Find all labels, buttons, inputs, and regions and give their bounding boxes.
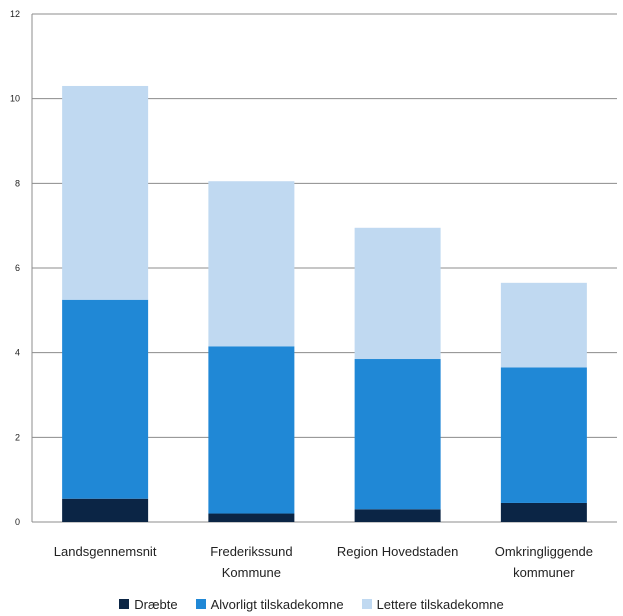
bar-segment-2-category-3 [354,359,441,510]
legend-label-draebte: Dræbte [134,596,178,612]
legend-swatch-lettere [361,599,372,609]
bar-segment-3-category-1 [62,85,149,300]
y-tick-label-4: 4 [15,348,20,358]
category-label-4-line-1: Omkringliggende [495,544,593,559]
y-tick-label-2: 2 [15,432,20,442]
legend-label-alvorligt: Alvorligt tilskadekomne [210,596,344,612]
y-tick-label-12: 12 [10,9,20,19]
category-label-4-line-2: kommuner [513,565,575,580]
bar-segment-2-category-2 [208,346,295,514]
bar-segment-1-category-2 [208,513,295,522]
bar-segment-3-category-2 [208,181,295,347]
bar-segment-1-category-3 [354,509,441,522]
bars [62,85,587,522]
legend: Dræbte Alvorligt tilskadekomne Lettere t… [0,592,623,616]
bar-segment-3-category-3 [354,227,441,360]
bar-segment-1-category-1 [62,498,149,522]
legend-item-draebte: Dræbte [119,596,178,612]
bar-segment-2-category-4 [500,367,587,503]
legend-swatch-draebte [119,599,130,609]
y-tick-label-6: 6 [15,263,20,273]
y-tick-label-0: 0 [15,517,20,527]
category-label-2-line-1: Frederikssund [210,544,292,559]
bar-segment-1-category-4 [500,502,587,522]
category-label-1: Landsgennemsnit [54,544,157,559]
y-tick-labels: 0 2 4 6 8 10 12 [10,9,20,527]
y-tick-label-8: 8 [15,178,20,188]
legend-item-lettere: Lettere tilskadekomne [361,596,504,612]
category-labels: Landsgennemsnit Frederikssund Kommune Regio… [54,544,593,580]
legend-item-alvorligt: Alvorligt tilskadekomne [195,596,344,612]
category-label-2-line-2: Kommune [222,565,281,580]
category-label-3: Region Hovedstaden [337,544,458,559]
legend-label-lettere: Lettere tilskadekomne [376,596,504,612]
bar-segment-2-category-1 [62,299,149,499]
legend-swatch-alvorligt [195,599,206,609]
bar-segment-3-category-4 [500,282,587,368]
y-tick-label-10: 10 [10,94,20,104]
